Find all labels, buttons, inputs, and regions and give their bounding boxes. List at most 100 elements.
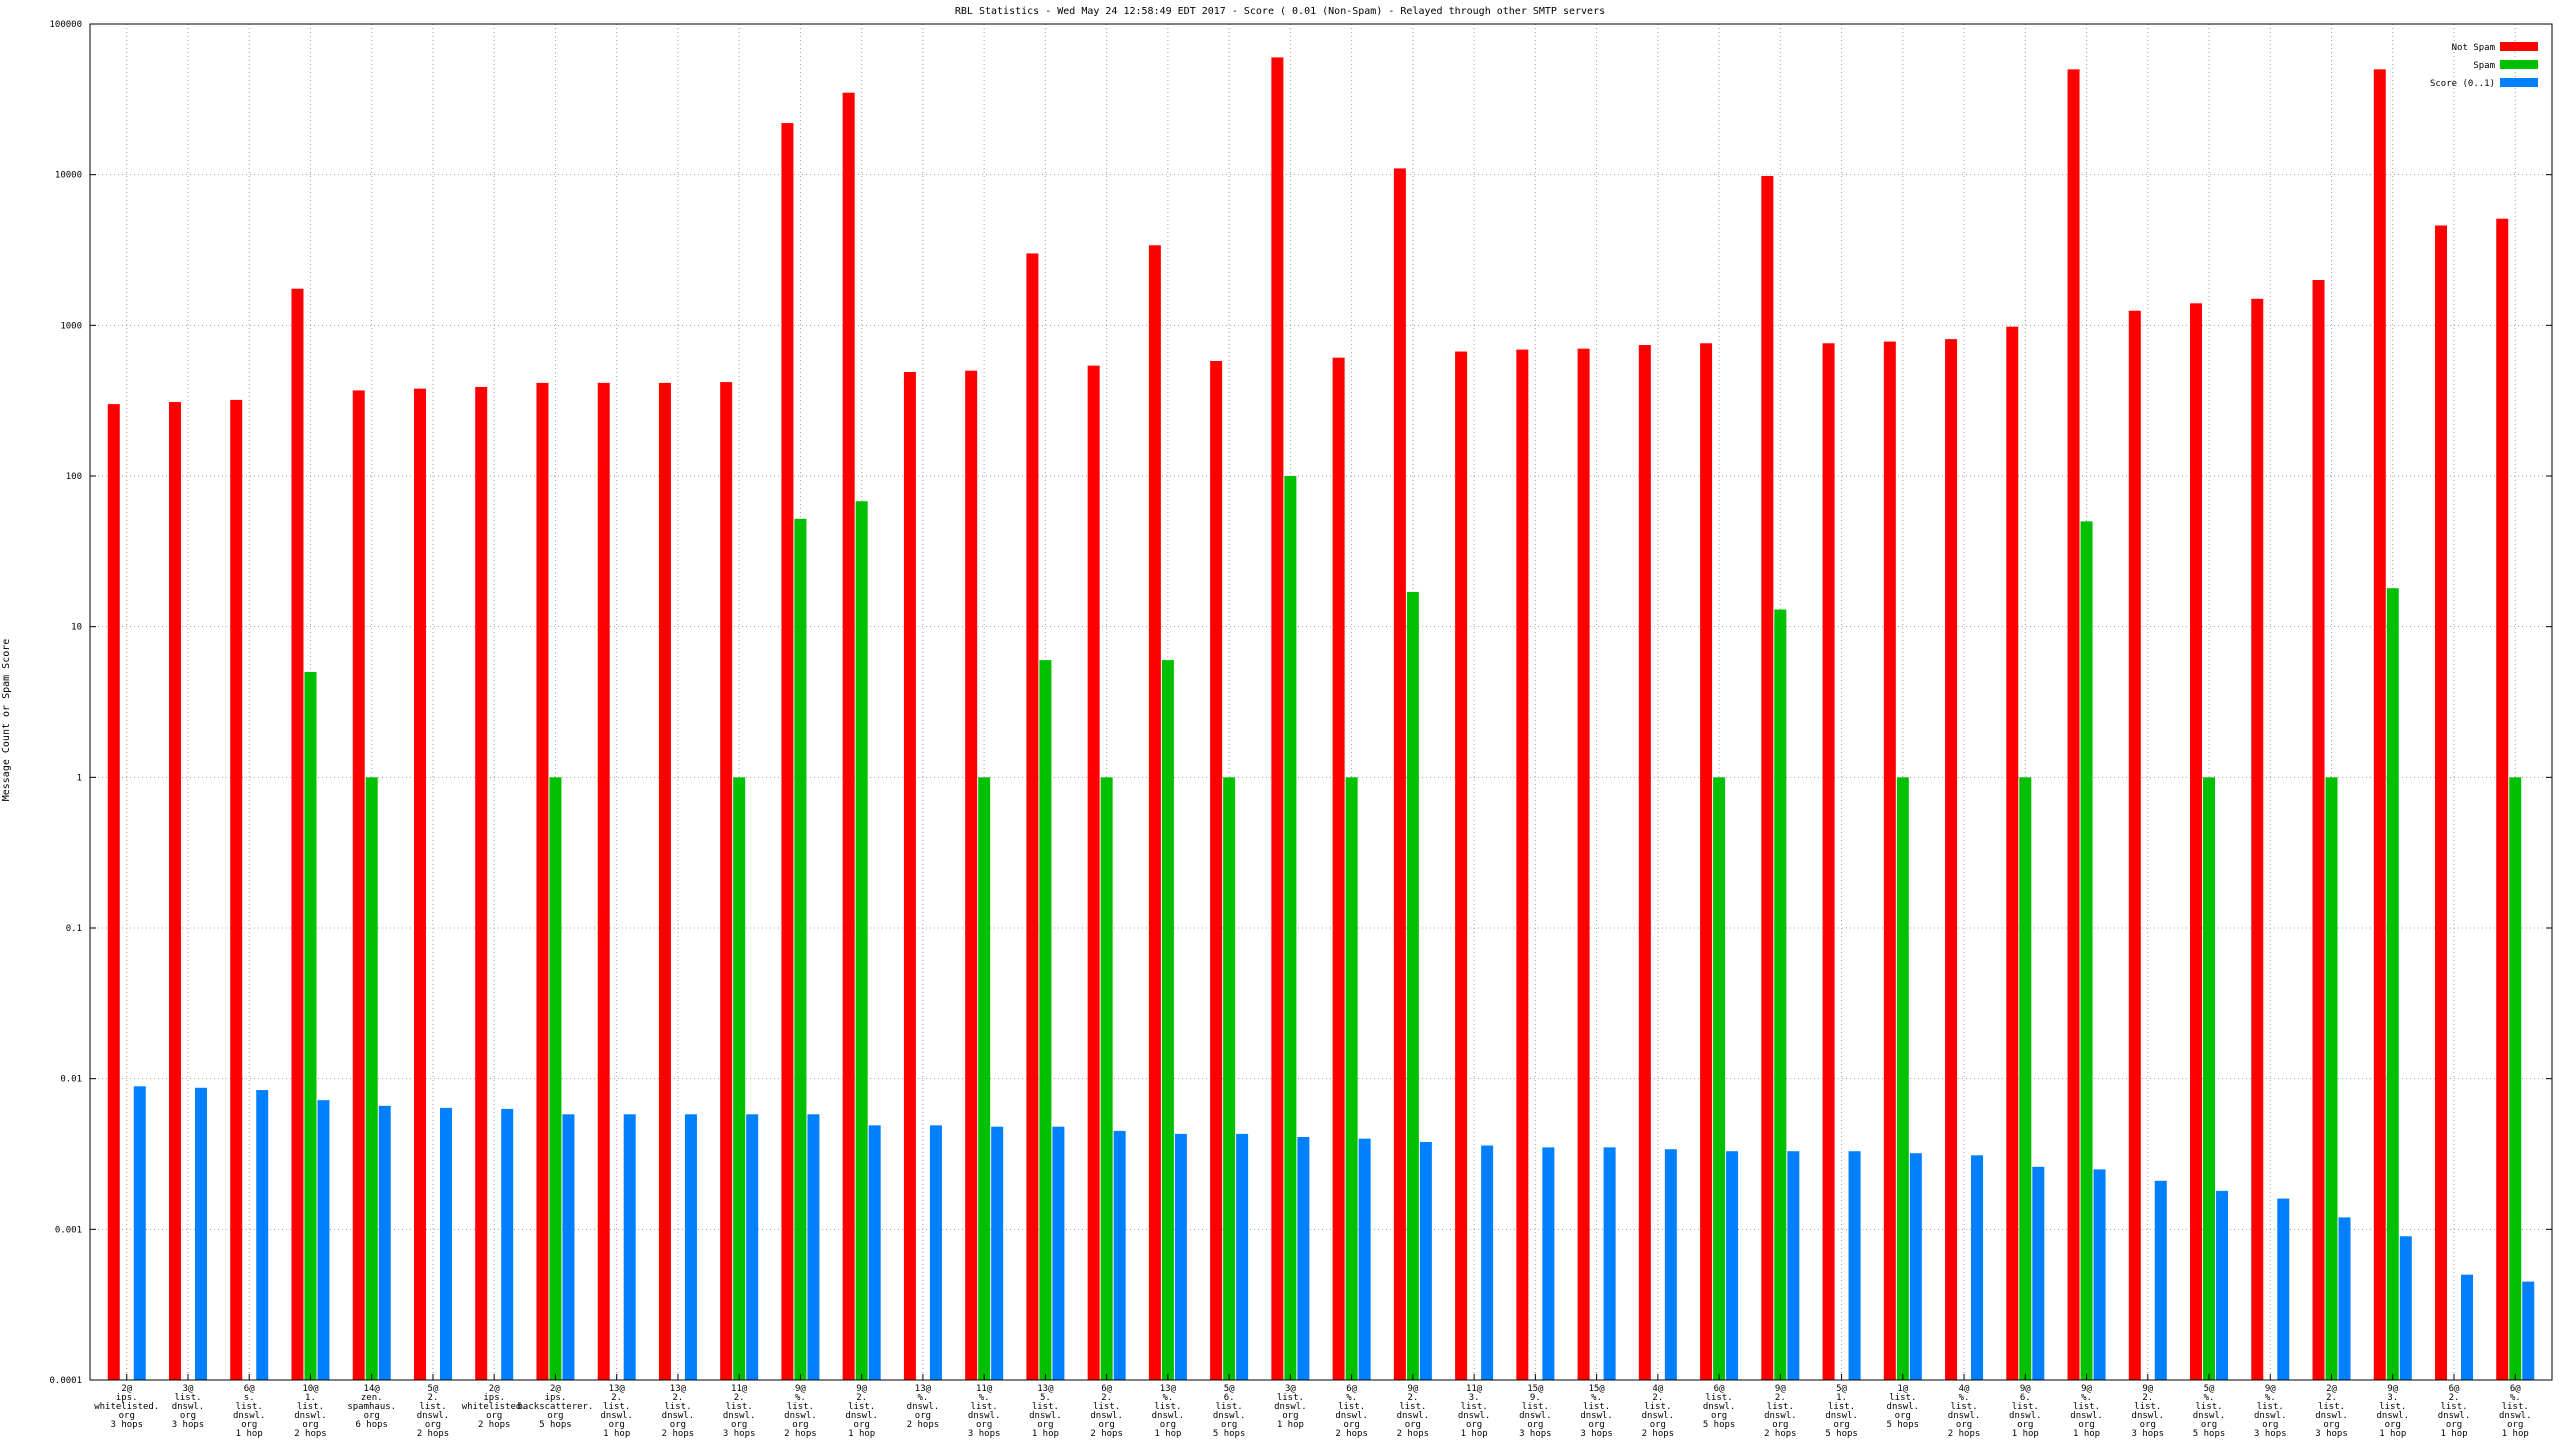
x-tick-label-line: 3 hops [2254,1429,2287,1439]
x-tick-label-line: org [180,1411,196,1421]
x-tick-label-line: org [2140,1420,2156,1430]
x-tick-label-line: dnswl. [1764,1411,1797,1421]
x-tick-label-line: list. [2257,1402,2284,1412]
x-tick-label-line: org [1772,1420,1788,1430]
x-tick-label-line: dnswl. [845,1411,878,1421]
x-tick-label-line: list. [1706,1393,1733,1403]
score-bar [317,1100,330,1380]
x-tick-label-line: 6. [1224,1393,1235,1403]
x-tick-label-line: 13@ [915,1384,932,1394]
not-spam-bar [1332,357,1345,1380]
x-tick-label-line: spamhaus. [347,1402,396,1412]
x-tick-label-line: 1 hop [2440,1429,2467,1439]
x-tick-label-line: list. [603,1402,630,1412]
x-tick-label-line: ips. [116,1393,138,1403]
score-bar [1971,1155,1984,1380]
x-tick-label-line: 6@ [244,1384,255,1394]
x-tick-label-line: 5@ [2204,1384,2215,1394]
x-tick-label-line: 2 hops [1642,1429,1675,1439]
legend-label: Spam [2473,61,2495,71]
score-bar [1113,1130,1126,1380]
x-tick-label-line: %. [2081,1393,2092,1403]
x-tick-label-line: %. [2204,1393,2215,1403]
x-tick-label-line: 9@ [2142,1384,2153,1394]
not-spam-bar [107,404,120,1380]
x-tick-label-line: dnswl. [1152,1411,1185,1421]
y-tick-label: 1 [77,773,82,783]
score-bar [1909,1153,1922,1380]
spam-bar [2019,777,2032,1380]
x-tick-label-line: 5@ [1836,1384,1847,1394]
score-bar [2216,1190,2229,1380]
x-tick-label-line: dnswl. [2315,1411,2348,1421]
chart-title: RBL Statistics - Wed May 24 12:58:49 EDT… [955,6,1605,17]
x-tick-label-line: org [731,1420,747,1430]
x-tick-label-line: 1@ [1897,1384,1908,1394]
x-tick-label: 9@%. list. dnswl. org 2 hops [784,1384,817,1439]
x-tick-label-line: 13@ [1160,1384,1177,1394]
x-tick-label-line: %. [1591,1393,1602,1403]
x-tick-label-line: org [1282,1411,1298,1421]
x-tick-label-line: 2. [2449,1393,2460,1403]
x-tick-label-line: 3 hops [110,1420,143,1430]
spam-bar [2386,588,2399,1380]
x-tick-label-line: org [1527,1420,1543,1430]
x-tick-label-line: 9. [1530,1393,1541,1403]
x-tick-label-line: org [1099,1420,1115,1430]
x-tick-label: 11@%. list. dnswl. org 3 hops [968,1384,1001,1439]
x-tick-label: 6@ s. list. dnswl. org 1 hop [233,1384,266,1439]
x-tick-label-line: 1 hop [1277,1420,1304,1430]
x-tick-label-line: list. [2440,1402,2467,1412]
x-tick-label-line: dnswl. [294,1411,327,1421]
spam-bar [855,501,868,1380]
x-tick-label-line: dnswl. [233,1411,266,1421]
x-tick-label-line: 1 hop [1461,1429,1488,1439]
not-spam-bar [720,382,733,1380]
not-spam-bar [1026,253,1039,1381]
x-tick-label-line: dnswl. [1642,1411,1675,1421]
score-bar [684,1114,697,1380]
not-spam-bar [1761,175,1774,1380]
x-tick-label-line: s. [244,1393,255,1403]
spam-bar [365,777,378,1380]
not-spam-bar [1210,360,1223,1381]
x-tick-label: 2@ ips. whitelisted. org 2 hops [462,1384,527,1430]
x-tick-label: 13@%. dnswl. org 2 hops [907,1384,940,1430]
not-spam-bar [2312,279,2325,1380]
x-tick-label-line: 2 hops [417,1429,450,1439]
score-bar [929,1125,942,1380]
score-bar [623,1114,636,1380]
x-tick-label-line: dnswl. [2254,1411,2287,1421]
not-spam-bar [965,370,978,1381]
spam-bar [2325,777,2338,1380]
x-tick-label-line: dnswl. [1519,1411,1552,1421]
x-tick-label-line: 3. [1469,1393,1480,1403]
x-tick-label-line: org [1343,1420,1359,1430]
spam-bar [1100,777,1113,1380]
x-tick-label-line: org [1711,1411,1727,1421]
x-tick-label-line: 2 hops [1090,1429,1123,1439]
x-tick-label-line: org [486,1411,502,1421]
x-tick-label-line: dnswl. [172,1402,205,1412]
not-spam-bar [168,401,181,1381]
score-bar [256,1090,269,1380]
x-tick-label-line: 2 hops [662,1429,695,1439]
x-tick-label-line: 13@ [1037,1384,1054,1394]
score-bar [746,1114,759,1380]
x-tick-label-line: org [425,1420,441,1430]
x-tick-label-line: 2@ [489,1384,500,1394]
spam-bar [1039,660,1052,1380]
x-tick-label-line: 3 hops [172,1420,205,1430]
x-tick-label-line: 1 hop [236,1429,263,1439]
x-tick-label: 6@ list. dnswl. org 5 hops [1703,1384,1736,1430]
x-tick-label: 6@ 2. list. dnswl. org 2 hops [1090,1384,1123,1439]
y-tick-label: 0.01 [60,1075,82,1085]
x-tick-label-line: org [2201,1420,2217,1430]
x-tick-label-line: 2. [611,1393,622,1403]
not-spam-bar [2067,69,2080,1380]
not-spam-bar [2128,310,2141,1381]
score-bar [1236,1133,1249,1380]
not-spam-bar [230,399,243,1380]
spam-bar [2203,777,2216,1380]
x-tick-label-line: 2 hops [1948,1429,1981,1439]
